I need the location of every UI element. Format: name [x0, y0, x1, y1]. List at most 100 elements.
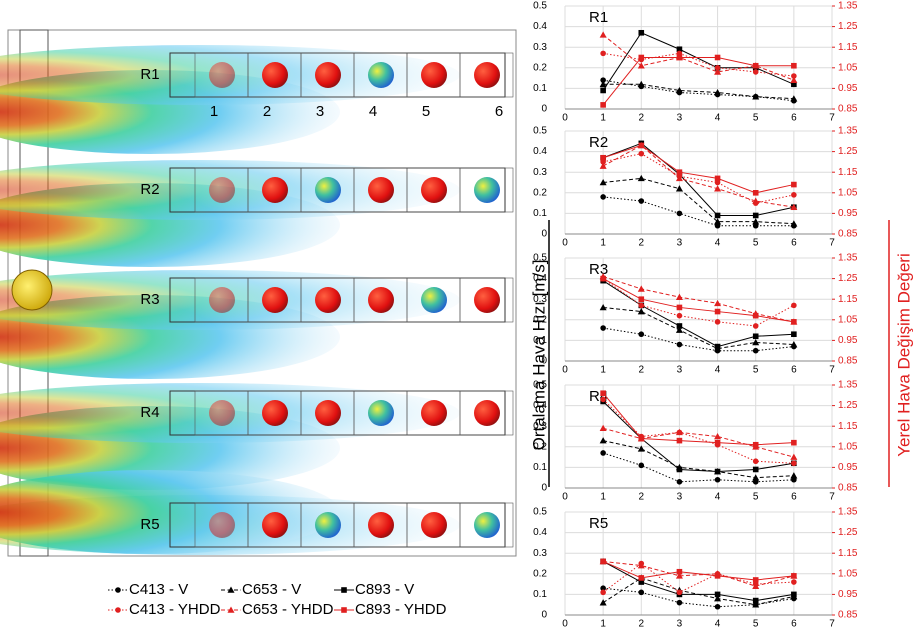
y-tick-label: 0.3: [533, 294, 547, 305]
point: [599, 179, 607, 186]
point: [638, 296, 645, 302]
chart-panel: 0 0.1 0.2 0.3 0.4 0.5 0 1 2 3 4 5 6 70.85 0.95 1.05 1.15…: [533, 126, 858, 249]
y2-tick-label: 0.85: [838, 104, 858, 115]
point: [675, 428, 683, 436]
occupant: [421, 177, 447, 203]
series-line: [602, 32, 795, 91]
point: [638, 54, 645, 61]
point: [752, 338, 760, 346]
y2-tick-label: 1.15: [838, 167, 858, 178]
point: [790, 341, 798, 348]
point: [638, 29, 645, 36]
y2-tick-label: 1.25: [838, 273, 858, 284]
point: [638, 589, 645, 596]
occupant: [315, 512, 341, 538]
occupant: [474, 512, 500, 538]
point: [714, 54, 721, 61]
point: [675, 293, 683, 300]
y2-tick-label: 0.95: [838, 462, 858, 473]
point: [638, 579, 645, 585]
y-tick-label: 0.4: [533, 21, 547, 32]
x-tick-label: 2: [639, 619, 645, 628]
x-tick-label: 2: [639, 113, 645, 124]
y-tick-label: 0.4: [533, 527, 547, 538]
column-label: 2: [263, 103, 271, 120]
series-line: [602, 401, 794, 473]
point: [752, 62, 759, 69]
occupant: [474, 400, 500, 426]
column-label: 5: [422, 103, 430, 120]
row-label: R4: [140, 404, 159, 421]
point: [638, 462, 645, 469]
point: [637, 562, 645, 569]
chart-panel: 0 0.1 0.2 0.3 0.4 0.5 0 1 2 3 4 5 6 70.85 0.95 1.05 1.15…: [533, 1, 858, 124]
legend-label: C893 - YHDD: [355, 601, 447, 618]
occupant: [262, 512, 288, 538]
point: [752, 441, 759, 448]
legend-marker: [341, 587, 347, 593]
point: [599, 599, 607, 606]
point: [675, 326, 683, 333]
point: [752, 312, 759, 319]
point: [791, 302, 797, 309]
occupant: [262, 177, 288, 203]
y-tick-label: 0.4: [533, 146, 547, 157]
occupant: [315, 287, 341, 313]
legend-label: C893 - V: [355, 581, 414, 598]
y2-tick-label: 1.05: [838, 568, 858, 579]
y2-axis-label: Yerel Hava Değişim Değeri: [894, 253, 913, 456]
chart-title: R2: [589, 134, 608, 151]
point: [600, 558, 606, 565]
y2-tick-label: 0.85: [838, 229, 858, 240]
point: [714, 439, 721, 446]
x-tick-label: 1: [600, 113, 606, 124]
point: [600, 325, 606, 331]
x-tick-label: 2: [639, 238, 645, 249]
x-tick-label: 7: [829, 113, 835, 124]
x-tick-label: 3: [677, 365, 683, 376]
point: [752, 458, 759, 465]
y-tick-label: 0.4: [533, 400, 547, 411]
y2-tick-label: 1.15: [838, 294, 858, 305]
row-label: R3: [140, 291, 159, 308]
point: [676, 589, 683, 596]
y2-tick-label: 0.95: [838, 83, 858, 94]
x-tick-label: 5: [753, 238, 759, 249]
point: [675, 572, 683, 579]
point: [790, 95, 798, 102]
legend-marker: [227, 606, 235, 613]
point: [752, 69, 759, 75]
y2-tick-label: 1.35: [838, 507, 858, 518]
series-line: [603, 327, 794, 352]
y-tick-label: 0: [541, 229, 547, 240]
x-tick-label: 6: [791, 365, 797, 376]
point: [600, 102, 606, 108]
chart-panel: 0 0.1 0.2 0.3 0.4 0.5 0 1 2 3 4 5 6 70.85 0.95 1.05 1.15…: [533, 380, 858, 503]
x-tick-label: 4: [715, 113, 721, 124]
x-tick-label: 1: [600, 238, 606, 249]
x-tick-label: 5: [753, 619, 759, 628]
point: [600, 194, 606, 200]
occupant: [368, 287, 394, 313]
point: [676, 323, 683, 329]
row-label: R2: [140, 181, 159, 198]
series-line: [602, 34, 795, 81]
point: [752, 323, 759, 329]
legend-marker: [341, 607, 347, 613]
point: [714, 185, 722, 192]
legend-marker: [115, 607, 121, 613]
y2-tick-label: 1.25: [838, 400, 858, 411]
point: [714, 308, 721, 315]
point: [752, 333, 759, 340]
series-line: [602, 278, 795, 327]
chart-title: R3: [589, 261, 608, 278]
simulation-image: R1 R2 R3 R4 R5 1 2 3 4 5 6: [0, 29, 517, 557]
occupant: [315, 177, 341, 203]
series-line: [603, 560, 794, 587]
point: [600, 154, 606, 161]
y-tick-label: 0.2: [533, 314, 547, 325]
point: [791, 591, 797, 598]
point: [599, 31, 607, 38]
occupant: [474, 177, 500, 203]
